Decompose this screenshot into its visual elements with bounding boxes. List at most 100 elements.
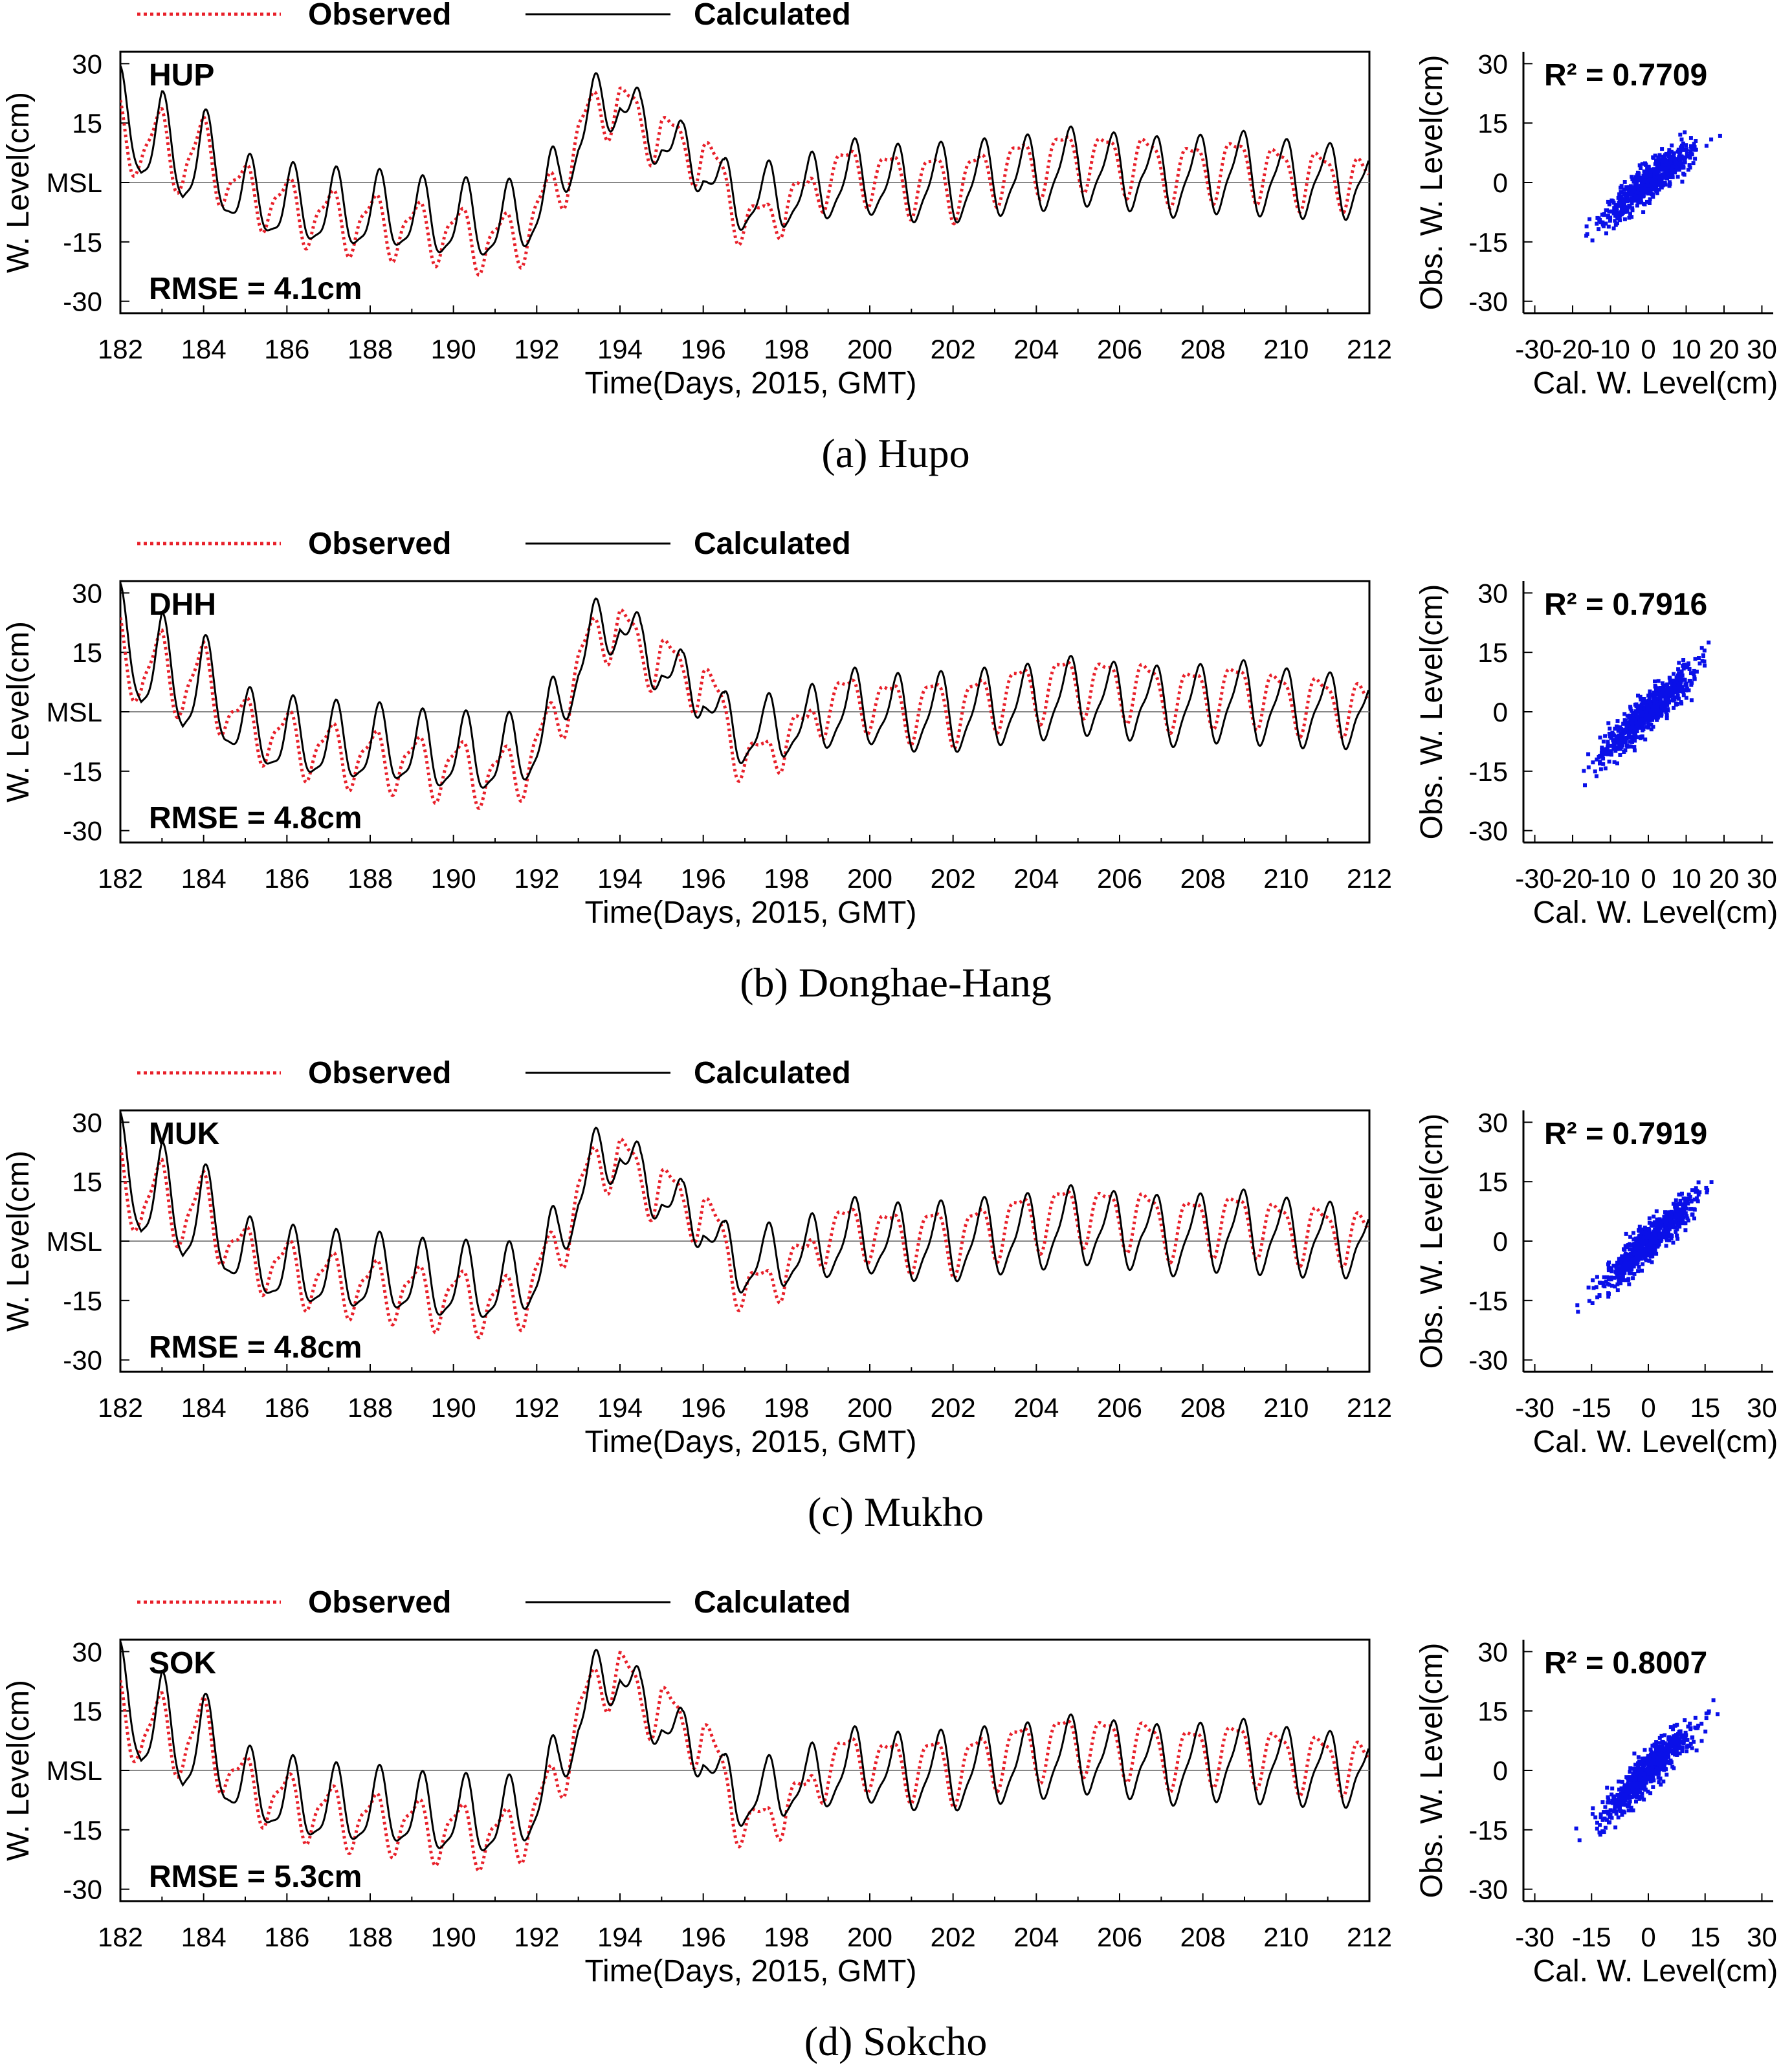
scatter-point xyxy=(1591,760,1595,765)
x-tick-label: 212 xyxy=(1347,1393,1392,1423)
scatter-point xyxy=(1692,668,1696,673)
scatter-x-tick-label: 20 xyxy=(1709,334,1740,364)
scatter-point xyxy=(1644,712,1648,716)
scatter-point xyxy=(1644,1244,1649,1248)
scatter-point xyxy=(1622,197,1627,202)
scatter-point xyxy=(1671,678,1676,683)
scatter-point xyxy=(1625,1776,1630,1780)
scatter-point xyxy=(1657,1218,1662,1222)
x-axis-label: Time(Days, 2015, GMT) xyxy=(585,366,917,401)
x-tick-label: 182 xyxy=(98,1393,143,1423)
x-tick-label: 206 xyxy=(1097,1922,1142,1952)
scatter-point xyxy=(1659,185,1663,190)
scatter-point xyxy=(1644,725,1649,729)
scatter-point xyxy=(1611,1798,1616,1803)
scatter-point xyxy=(1688,165,1692,170)
scatter-point xyxy=(1607,1292,1611,1296)
scatter-point xyxy=(1688,1727,1693,1732)
scatter-y-tick-label: 15 xyxy=(1477,1696,1508,1726)
scatter-point xyxy=(1650,1743,1655,1748)
scatter-point xyxy=(1654,1748,1658,1752)
scatter-point xyxy=(1697,656,1701,660)
scatter-x-axis-label: Cal. W. Level(cm) xyxy=(1533,896,1778,930)
scatter-x-tick-label: 30 xyxy=(1747,1393,1777,1423)
scatter-point xyxy=(1604,231,1608,236)
scatter-point xyxy=(1693,1715,1698,1720)
scatter-point xyxy=(1633,1248,1638,1252)
scatter-point xyxy=(1609,1266,1614,1270)
scatter-point xyxy=(1633,720,1638,725)
scatter-point xyxy=(1615,738,1619,742)
scatter-point xyxy=(1624,1231,1628,1236)
x-tick-label: 210 xyxy=(1263,863,1309,894)
scatter-point xyxy=(1617,1257,1621,1261)
scatter-point xyxy=(1650,712,1654,716)
scatter-point xyxy=(1621,721,1626,726)
scatter-point xyxy=(1641,1262,1645,1266)
scatter-point xyxy=(1633,1763,1638,1767)
y-tick-label: 15 xyxy=(72,1167,102,1197)
scatter-point xyxy=(1685,1198,1690,1202)
scatter-point xyxy=(1628,734,1632,738)
scatter-point xyxy=(1621,733,1625,738)
scatter-point xyxy=(1650,192,1655,197)
scatter-point xyxy=(1629,1805,1633,1810)
scatter-point xyxy=(1611,1263,1616,1268)
scatter-point xyxy=(1653,1768,1657,1773)
scatter-point xyxy=(1657,1226,1661,1230)
y-tick-label: MSL xyxy=(47,697,102,727)
scatter-point xyxy=(1680,179,1685,184)
scatter-point xyxy=(1692,145,1697,149)
scatter-point xyxy=(1652,168,1655,172)
scatter-point xyxy=(1591,1806,1595,1811)
scatter-point xyxy=(1684,696,1688,700)
scatter-point xyxy=(1658,696,1663,700)
scatter-point xyxy=(1661,681,1665,685)
scatter-point xyxy=(1674,1748,1679,1752)
scatter-point xyxy=(1633,718,1637,722)
scatter-point xyxy=(1609,743,1613,748)
scatter-point xyxy=(1610,1786,1615,1790)
scatter-point xyxy=(1641,182,1646,186)
scatter-point xyxy=(1683,130,1687,135)
scatter-point xyxy=(1628,184,1633,188)
scatter-point xyxy=(1632,736,1637,740)
scatter-point xyxy=(1650,186,1654,191)
scatter-point xyxy=(1622,204,1627,209)
panel-caption: (a) Hupo xyxy=(821,430,969,476)
scatter-point xyxy=(1637,1759,1641,1764)
scatter-point xyxy=(1619,185,1622,190)
calculated-series-line xyxy=(120,1112,1369,1318)
scatter-y-axis-label: Obs. W. Level(cm) xyxy=(1415,1114,1449,1369)
scatter-point xyxy=(1683,1221,1688,1226)
calculated-series-line xyxy=(120,1641,1369,1852)
x-tick-label: 188 xyxy=(348,863,393,894)
scatter-point xyxy=(1646,1771,1651,1776)
legend-observed-label: Observed xyxy=(308,1056,451,1090)
scatter-point xyxy=(1636,178,1641,182)
scatter-point xyxy=(1692,1197,1697,1202)
scatter-point xyxy=(1608,1812,1613,1816)
scatter-point xyxy=(1613,1825,1618,1830)
scatter-point xyxy=(1656,1764,1661,1768)
scatter-point xyxy=(1675,677,1679,682)
scatter-point xyxy=(1630,206,1635,210)
y-axis-label: W. Level(cm) xyxy=(1,92,36,273)
scatter-point xyxy=(1628,727,1633,731)
x-tick-label: 198 xyxy=(764,334,809,364)
scatter-point xyxy=(1608,1820,1612,1825)
x-tick-label: 212 xyxy=(1347,1922,1392,1952)
scatter-point xyxy=(1670,1214,1675,1218)
scatter-point xyxy=(1681,1204,1685,1209)
scatter-point xyxy=(1699,646,1704,650)
scatter-point xyxy=(1689,1199,1694,1204)
scatter-point xyxy=(1632,1252,1636,1256)
scatter-point xyxy=(1634,182,1638,186)
scatter-point xyxy=(1652,703,1656,707)
scatter-point xyxy=(1605,747,1609,752)
scatter-point xyxy=(1640,1787,1644,1791)
scatter-point xyxy=(1628,191,1632,195)
scatter-point xyxy=(1649,727,1654,732)
scatter-point xyxy=(1621,1274,1625,1279)
